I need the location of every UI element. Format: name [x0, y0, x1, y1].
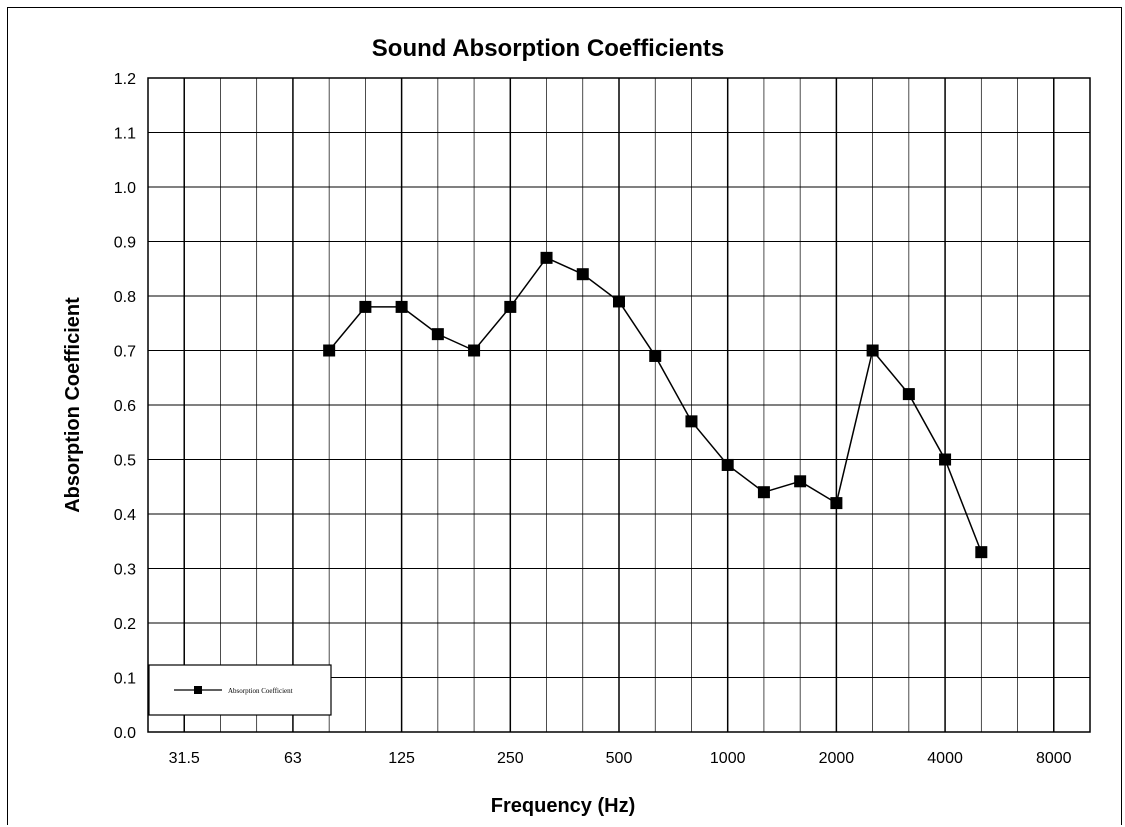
data-point-marker [431, 328, 444, 341]
y-tick-label: 1.2 [114, 71, 136, 88]
y-tick-label: 0.3 [114, 562, 136, 579]
y-tick-label: 0.8 [114, 289, 136, 306]
legend: Absorption Coefficient [148, 664, 332, 716]
y-tick-label: 0.6 [114, 398, 136, 415]
data-point-marker [468, 344, 481, 357]
x-tick-label: 125 [388, 750, 415, 767]
data-point-marker [757, 486, 770, 499]
plot-area [147, 77, 1091, 733]
x-tick-label: 2000 [819, 750, 855, 767]
y-axis-tick-labels: 0.0 0.1 0.2 0.3 0.4 0.5 0.6 0.7 0.8 0.9 1.0 1.1 1.2 [114, 71, 136, 742]
y-tick-label: 0.7 [114, 344, 136, 361]
grid [148, 78, 1090, 732]
y-tick-label: 0.1 [114, 671, 136, 688]
y-axis-title: Absorption Coefficient [62, 297, 84, 513]
series-absorption-coefficient [323, 251, 988, 559]
data-point-marker [323, 344, 336, 357]
y-tick-label: 1.0 [114, 180, 136, 197]
y-tick-label: 0.0 [114, 725, 136, 742]
x-tick-label: 1000 [710, 750, 746, 767]
y-tick-label: 0.2 [114, 616, 136, 633]
data-point-marker [866, 344, 879, 357]
chart-title: Sound Absorption Coefficients [372, 35, 724, 62]
data-point-marker [685, 415, 698, 428]
data-point-marker [794, 475, 807, 488]
chart-frame [7, 7, 1122, 825]
x-axis-tick-labels: 31.5 63 125 250 500 1000 2000 4000 8000 [169, 750, 1072, 767]
x-tick-label: 8000 [1036, 750, 1072, 767]
data-point-marker [939, 453, 952, 466]
data-point-marker [902, 388, 915, 401]
data-point-marker [830, 497, 843, 510]
data-point-marker [359, 300, 372, 313]
x-tick-label: 250 [497, 750, 524, 767]
x-tick-label: 500 [606, 750, 633, 767]
data-point-marker [649, 349, 662, 362]
legend-marker-square [194, 686, 202, 694]
data-point-marker [975, 546, 988, 559]
x-axis-title: Frequency (Hz) [491, 795, 635, 817]
x-tick-label: 31.5 [169, 750, 200, 767]
x-tick-label: 4000 [927, 750, 963, 767]
legend-label: Absorption Coefficient [228, 687, 293, 695]
y-tick-label: 0.9 [114, 235, 136, 252]
y-tick-label: 0.4 [114, 507, 136, 524]
data-point-marker [721, 458, 734, 471]
data-point-marker [576, 268, 589, 281]
data-point-marker [395, 300, 408, 313]
data-point-marker [540, 251, 553, 264]
y-tick-label: 0.5 [114, 453, 136, 470]
y-tick-label: 1.1 [114, 126, 136, 143]
data-point-marker [504, 300, 517, 313]
x-tick-label: 63 [284, 750, 302, 767]
data-point-marker [613, 295, 625, 308]
